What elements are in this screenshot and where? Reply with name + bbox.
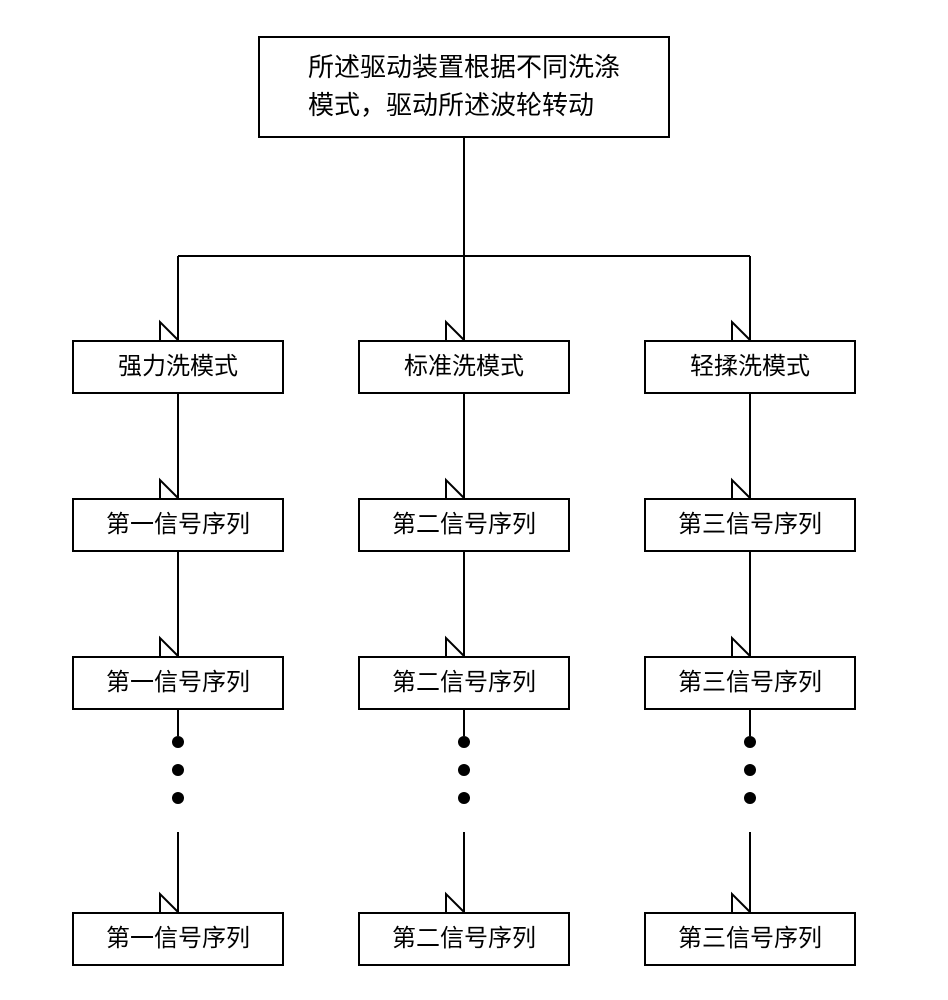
dot xyxy=(172,764,184,776)
seq1-node-2: 第三信号序列 xyxy=(644,498,856,552)
seq1-node-0: 第一信号序列 xyxy=(72,498,284,552)
seq2-node-0: 第一信号序列 xyxy=(72,656,284,710)
seq2-node-1-label: 第二信号序列 xyxy=(392,666,536,701)
seq1-node-1: 第二信号序列 xyxy=(358,498,570,552)
mode-node-0-label: 强力洗模式 xyxy=(118,350,238,385)
seqN-node-1-label: 第二信号序列 xyxy=(392,922,536,957)
dot xyxy=(458,736,470,748)
mode-node-0: 强力洗模式 xyxy=(72,340,284,394)
root-text: 所述驱动装置根据不同洗涤 模式，驱动所述波轮转动 xyxy=(308,49,620,124)
dot xyxy=(744,792,756,804)
seqN-node-0-label: 第一信号序列 xyxy=(106,922,250,957)
seq2-node-2-label: 第三信号序列 xyxy=(678,666,822,701)
seq2-node-0-label: 第一信号序列 xyxy=(106,666,250,701)
root-node: 所述驱动装置根据不同洗涤 模式，驱动所述波轮转动 xyxy=(258,36,670,138)
seqN-node-0: 第一信号序列 xyxy=(72,912,284,966)
dot xyxy=(172,792,184,804)
ellipsis-dots xyxy=(172,736,184,804)
mode-node-1-label: 标准洗模式 xyxy=(404,350,524,385)
dot xyxy=(458,792,470,804)
seq1-node-0-label: 第一信号序列 xyxy=(106,508,250,543)
seqN-node-1: 第二信号序列 xyxy=(358,912,570,966)
ellipsis-dots xyxy=(458,736,470,804)
dot xyxy=(458,764,470,776)
ellipsis-dots xyxy=(744,736,756,804)
dot xyxy=(744,764,756,776)
mode-node-2-label: 轻揉洗模式 xyxy=(690,350,810,385)
seq2-node-1: 第二信号序列 xyxy=(358,656,570,710)
mode-node-2: 轻揉洗模式 xyxy=(644,340,856,394)
dot xyxy=(744,736,756,748)
dot xyxy=(172,736,184,748)
seq1-node-1-label: 第二信号序列 xyxy=(392,508,536,543)
seqN-node-2: 第三信号序列 xyxy=(644,912,856,966)
mode-node-1: 标准洗模式 xyxy=(358,340,570,394)
seq1-node-2-label: 第三信号序列 xyxy=(678,508,822,543)
seqN-node-2-label: 第三信号序列 xyxy=(678,922,822,957)
seq2-node-2: 第三信号序列 xyxy=(644,656,856,710)
